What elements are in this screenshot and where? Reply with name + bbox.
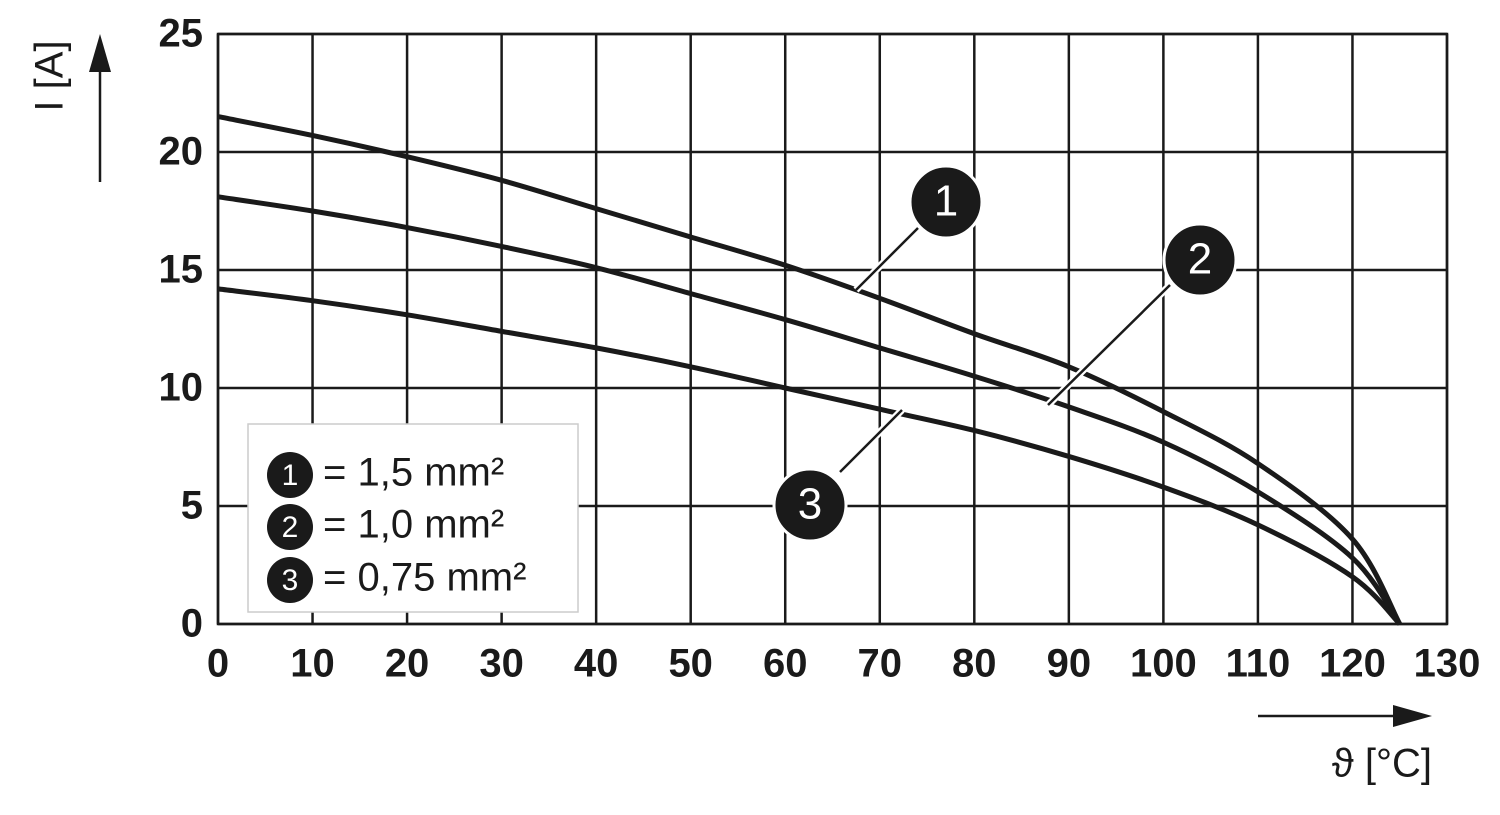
x-tick-label: 50 [668, 642, 713, 686]
legend-circle [267, 452, 313, 498]
legend-label: = 1,0 mm² [323, 503, 504, 547]
legend-marker-label: 3 [282, 564, 299, 597]
y-axis-arrowhead [89, 34, 111, 72]
x-tick-label: 60 [763, 642, 808, 686]
y-tick-label: 10 [159, 366, 204, 410]
callout-circle [1162, 222, 1238, 298]
y-tick-label: 25 [159, 12, 204, 56]
curve [217, 286, 1402, 626]
x-axis-label: ϑ [°C] [1332, 742, 1432, 786]
legend-entry: 2 = 1,0 mm² [267, 503, 504, 550]
y-tick-label: 15 [159, 248, 204, 292]
x-tick-label: 20 [385, 642, 430, 686]
x-tick-label: 100 [1130, 642, 1197, 686]
callout-label: 2 [1188, 235, 1212, 284]
legend-entry: 1 = 1,5 mm² [267, 451, 504, 498]
callout-label: 1 [934, 177, 958, 226]
callout-circle [772, 467, 848, 543]
y-tick-label: 0 [181, 602, 203, 646]
x-tick-label: 80 [952, 642, 997, 686]
x-axis-arrowhead [1393, 705, 1432, 727]
legend-circle [267, 557, 313, 603]
x-tick-label: 0 [207, 642, 229, 686]
x-tick-label: 10 [290, 642, 335, 686]
callout-label: 3 [798, 480, 822, 529]
x-tick-label: 90 [1047, 642, 1092, 686]
y-axis-label: I [A] [28, 40, 72, 111]
x-tick-label: 70 [858, 642, 903, 686]
legend-marker-label: 1 [282, 459, 299, 492]
y-tick-label: 5 [181, 484, 203, 528]
legend-label: = 0,75 mm² [323, 556, 526, 600]
callout-line [855, 227, 919, 291]
y-tick-label: 20 [159, 130, 204, 174]
legend-marker-label: 2 [282, 511, 299, 544]
callout-line [1047, 284, 1171, 406]
curve [217, 194, 1402, 626]
legend-circle [267, 504, 313, 550]
legend-entry: 3 = 0,75 mm² [267, 556, 526, 603]
x-tick-label: 40 [574, 642, 619, 686]
callout-circle [908, 164, 984, 240]
x-tick-label: 110 [1226, 642, 1291, 686]
callout-line [839, 409, 903, 473]
legend-label: = 1,5 mm² [323, 451, 504, 495]
x-tick-label: 120 [1319, 642, 1386, 686]
x-tick-label: 30 [479, 642, 524, 686]
x-tick-label: 130 [1414, 642, 1481, 686]
